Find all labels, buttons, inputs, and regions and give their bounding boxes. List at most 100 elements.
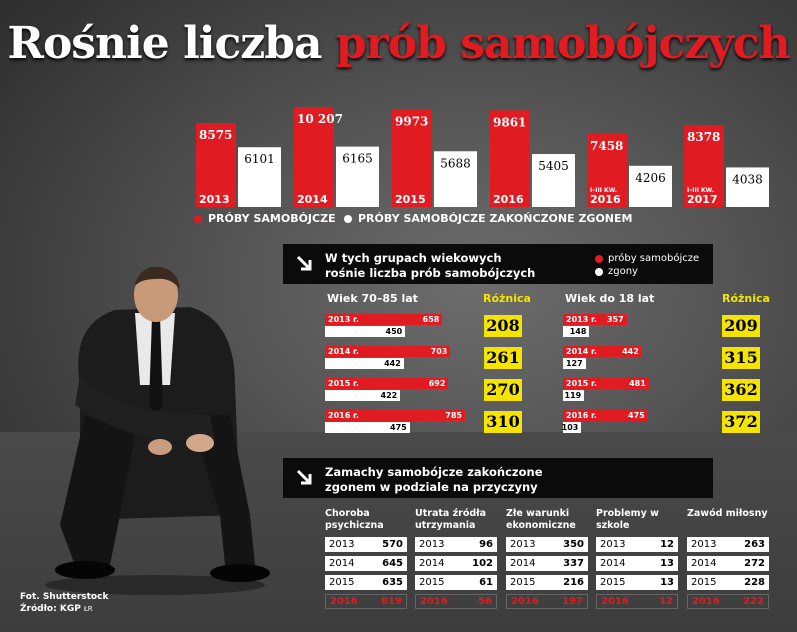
banner1-line2: rośnie liczba prób samobójczych bbox=[325, 266, 536, 280]
title-part2: prób samobójczych bbox=[335, 18, 791, 69]
cause-row-value: 13 bbox=[660, 558, 674, 569]
deaths-bar-value: 475 bbox=[390, 423, 407, 432]
legend-attempts: PRÓBY SAMOBÓJCZE bbox=[194, 212, 336, 225]
cause-row-year: 2013 bbox=[419, 539, 445, 550]
cause-row-year: 2015 bbox=[510, 577, 536, 588]
cause-row-year: 2016 bbox=[692, 596, 720, 607]
cause-row-value: 645 bbox=[382, 558, 403, 569]
photo-credit: Fot. Shutterstock bbox=[20, 592, 109, 602]
bar-attempts-label: 8575 bbox=[199, 128, 232, 142]
deaths-bar-value: 148 bbox=[569, 327, 587, 336]
cause-row-value: 216 bbox=[563, 577, 584, 588]
banner1-legend-attempts: próby samobójcze bbox=[595, 253, 699, 264]
cause-header: Utrata źródła utrzymania bbox=[415, 508, 487, 531]
cause-row: 2015 13 bbox=[596, 575, 678, 590]
attempts-bar-year: 2014 r. bbox=[328, 347, 359, 356]
attempts-bar-year: 2013 r. bbox=[566, 315, 597, 324]
cause-row-year: 2016 bbox=[420, 596, 448, 607]
cause-row-year: 2013 bbox=[691, 539, 717, 550]
bar-deaths bbox=[726, 167, 769, 207]
deaths-bar-value: 442 bbox=[384, 359, 401, 368]
attempts-bar: 2013 r. 658 bbox=[325, 314, 443, 325]
cause-row: 2013 570 bbox=[325, 537, 407, 552]
cause-row-value: 819 bbox=[381, 596, 402, 607]
page-title: Rośnie liczba prób samobójczych bbox=[0, 18, 797, 69]
cause-row-year: 2014 bbox=[510, 558, 536, 569]
legend-attempts-label: PRÓBY SAMOBÓJCZE bbox=[208, 212, 336, 225]
attempts-bar: 2014 r. 442 bbox=[563, 346, 642, 357]
attempts-bar-year: 2015 r. bbox=[566, 379, 597, 388]
bar-attempts bbox=[196, 122, 236, 207]
cause-row: 2015 61 bbox=[415, 575, 497, 590]
cause-row-year: 2014 bbox=[419, 558, 445, 569]
deaths-bar-value: 450 bbox=[385, 327, 403, 336]
source-credit: Źródło: KGP bbox=[20, 604, 81, 614]
category-year: 2016 bbox=[493, 193, 524, 206]
person-illustration bbox=[45, 266, 270, 595]
attempts-bar-value: 658 bbox=[422, 315, 440, 324]
cause-row: 2013 96 bbox=[415, 537, 497, 552]
title-part1: Rośnie liczba bbox=[7, 18, 322, 69]
category-prefix: I–III KW. bbox=[590, 187, 617, 194]
bar-deaths-label: 5688 bbox=[440, 156, 471, 170]
cause-row-year: 2014 bbox=[691, 558, 717, 569]
cause-row-value: 570 bbox=[382, 539, 403, 550]
bar-deaths-label: 4206 bbox=[635, 171, 666, 185]
legend-dot-white bbox=[344, 214, 352, 223]
cause-row: 2014 337 bbox=[506, 556, 588, 571]
attempts-bar-year: 2015 r. bbox=[328, 379, 359, 388]
cause-row: 2016 222 bbox=[687, 594, 769, 609]
cause-row: 2014 13 bbox=[596, 556, 678, 571]
arrow-down-right-icon bbox=[295, 254, 315, 274]
deaths-bar: 119 bbox=[563, 390, 585, 401]
cause-row-value: 12 bbox=[659, 596, 673, 607]
attempts-bar-value: 481 bbox=[629, 379, 646, 388]
attempts-bar: 2014 r. 703 bbox=[325, 346, 451, 357]
cause-row-value: 228 bbox=[744, 577, 765, 588]
cause-row-year: 2016 bbox=[330, 596, 358, 607]
author-initials: ŁR bbox=[83, 605, 93, 613]
bar-deaths-label: 4038 bbox=[732, 172, 763, 186]
bar-attempts bbox=[684, 124, 724, 207]
deaths-bar: 148 bbox=[563, 326, 590, 337]
bar-attempts bbox=[392, 109, 432, 207]
attempts-bar-value: 442 bbox=[622, 347, 639, 356]
category-year: 2015 bbox=[395, 193, 426, 206]
legend-deaths: PRÓBY SAMOBÓJCZE ZAKOŃCZONE ZGONEM bbox=[344, 212, 632, 225]
deaths-bar-value: 119 bbox=[564, 391, 582, 400]
deaths-bar-value: 127 bbox=[565, 359, 583, 368]
cause-row: 2015 228 bbox=[687, 575, 769, 590]
cause-row-value: 61 bbox=[479, 577, 493, 588]
bar-attempts-label: 10 207 bbox=[297, 112, 343, 126]
credits: Fot. Shutterstock Źródło: KGP ŁR bbox=[20, 591, 108, 615]
causes-banner: Zamachy samobójcze zakończone zgonem w p… bbox=[283, 458, 713, 498]
bar-attempts-label: 9973 bbox=[395, 114, 428, 128]
banner1-line1: W tych grupach wiekowych bbox=[325, 251, 502, 265]
bar-deaths bbox=[629, 165, 672, 207]
age-70-85-diff-header: Różnica bbox=[483, 292, 531, 305]
attempts-bar-year: 2013 r. bbox=[328, 315, 359, 324]
attempts-bar-year: 2014 r. bbox=[566, 347, 597, 356]
cause-row-value: 337 bbox=[563, 558, 584, 569]
deaths-bar: 475 bbox=[325, 422, 410, 433]
cause-row-value: 12 bbox=[660, 539, 674, 550]
category-year: 2016 bbox=[590, 193, 621, 206]
cause-row-year: 2014 bbox=[329, 558, 355, 569]
deaths-bar: 103 bbox=[561, 422, 582, 433]
cause-row-value: 102 bbox=[472, 558, 493, 569]
difference-value: 208 bbox=[484, 315, 522, 337]
category-year: 2013 bbox=[199, 193, 230, 206]
bar-deaths bbox=[532, 154, 575, 207]
bar-attempts bbox=[294, 107, 334, 207]
difference-value: 261 bbox=[484, 347, 522, 369]
attempts-bar-year: 2016 r. bbox=[328, 411, 359, 420]
cause-row: 2016 819 bbox=[325, 594, 407, 609]
deaths-bar-value: 103 bbox=[561, 423, 579, 432]
legend-deaths-label: PRÓBY SAMOBÓJCZE ZAKOŃCZONE ZGONEM bbox=[358, 212, 633, 225]
cause-row: 2013 263 bbox=[687, 537, 769, 552]
cause-row-year: 2016 bbox=[601, 596, 629, 607]
cause-row: 2014 102 bbox=[415, 556, 497, 571]
deaths-bar-value: 422 bbox=[380, 391, 398, 400]
cause-row-year: 2015 bbox=[600, 577, 626, 588]
